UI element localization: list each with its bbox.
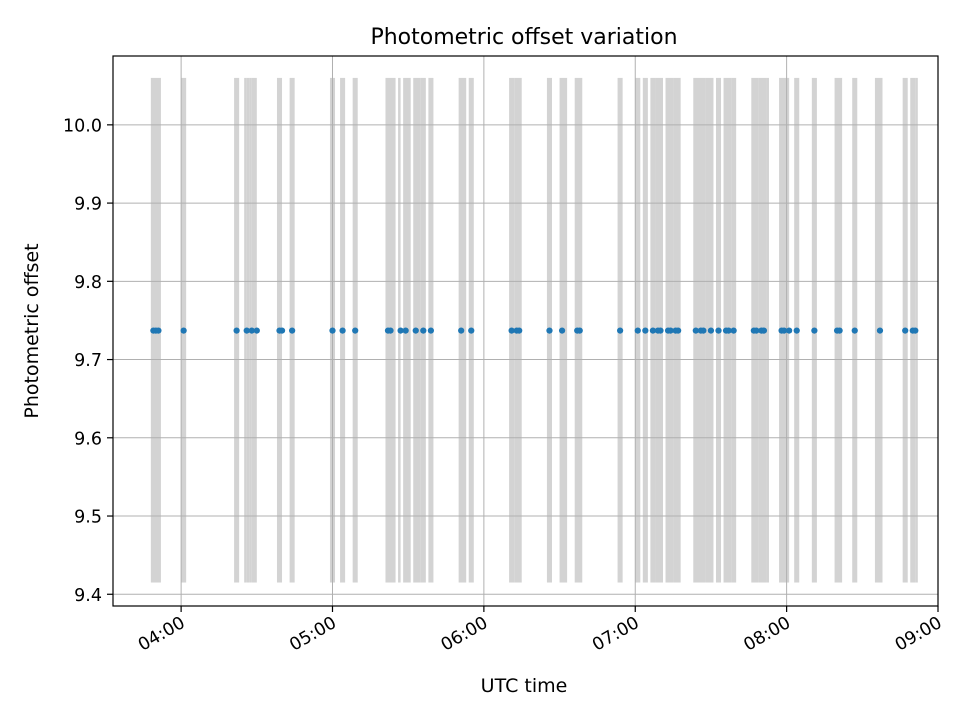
data-point [180, 327, 187, 334]
data-point [700, 327, 707, 334]
data-point [412, 327, 419, 334]
data-point [233, 327, 240, 334]
data-point [760, 327, 768, 334]
data-point [753, 327, 760, 334]
data-point [667, 327, 674, 334]
data-point [902, 327, 909, 334]
data-point [730, 327, 737, 334]
y-tick-label: 9.7 [74, 351, 102, 371]
data-point [634, 327, 641, 334]
data-point [516, 327, 523, 334]
data-point [155, 327, 162, 334]
data-point [715, 327, 722, 334]
data-point [427, 327, 434, 334]
data-point [692, 327, 699, 334]
data-point [576, 327, 583, 334]
plot-frame [112, 55, 939, 607]
data-point [243, 327, 250, 334]
chart-title: Photometric offset variation [370, 25, 677, 50]
data-point [508, 327, 515, 334]
data-point [329, 327, 336, 334]
data-point [675, 327, 682, 334]
y-ticks: 9.4 9.5 9.6 9.7 9.8 9.9 10.0 [63, 116, 113, 606]
data-point [876, 327, 884, 334]
points-layer [150, 327, 919, 334]
data-point [402, 327, 409, 334]
y-tick-label: 9.8 [74, 273, 102, 293]
data-point [248, 327, 255, 334]
data-point [707, 327, 715, 334]
y-axis-label: Photometric offset [21, 243, 43, 418]
data-point [851, 327, 858, 334]
grid-layer [113, 56, 939, 606]
data-point [649, 327, 657, 334]
data-point [558, 327, 566, 334]
data-point [397, 327, 404, 334]
time-span-band [766, 77, 769, 583]
x-axis-label: UTC time [481, 675, 568, 697]
data-point [468, 327, 475, 334]
data-point [617, 327, 624, 334]
data-point [786, 327, 793, 334]
data-point [339, 327, 346, 334]
data-point [546, 327, 553, 334]
data-point [352, 327, 359, 334]
data-point [657, 327, 664, 334]
data-point [811, 327, 818, 334]
y-tick-label: 9.6 [74, 429, 102, 449]
data-point [458, 327, 465, 334]
data-point [781, 327, 788, 334]
data-point [278, 327, 286, 334]
data-point [642, 327, 649, 334]
y-tick-label: 10.0 [63, 116, 102, 136]
data-point [253, 327, 260, 334]
y-tick-label: 9.4 [74, 586, 102, 606]
data-point [836, 327, 843, 334]
data-point [912, 327, 919, 334]
y-tick-label: 9.9 [74, 195, 102, 215]
data-point [793, 327, 800, 334]
data-point [420, 327, 427, 334]
y-tick-label: 9.5 [74, 508, 102, 528]
data-point [289, 327, 296, 334]
data-point [725, 327, 732, 334]
data-point [387, 327, 394, 334]
